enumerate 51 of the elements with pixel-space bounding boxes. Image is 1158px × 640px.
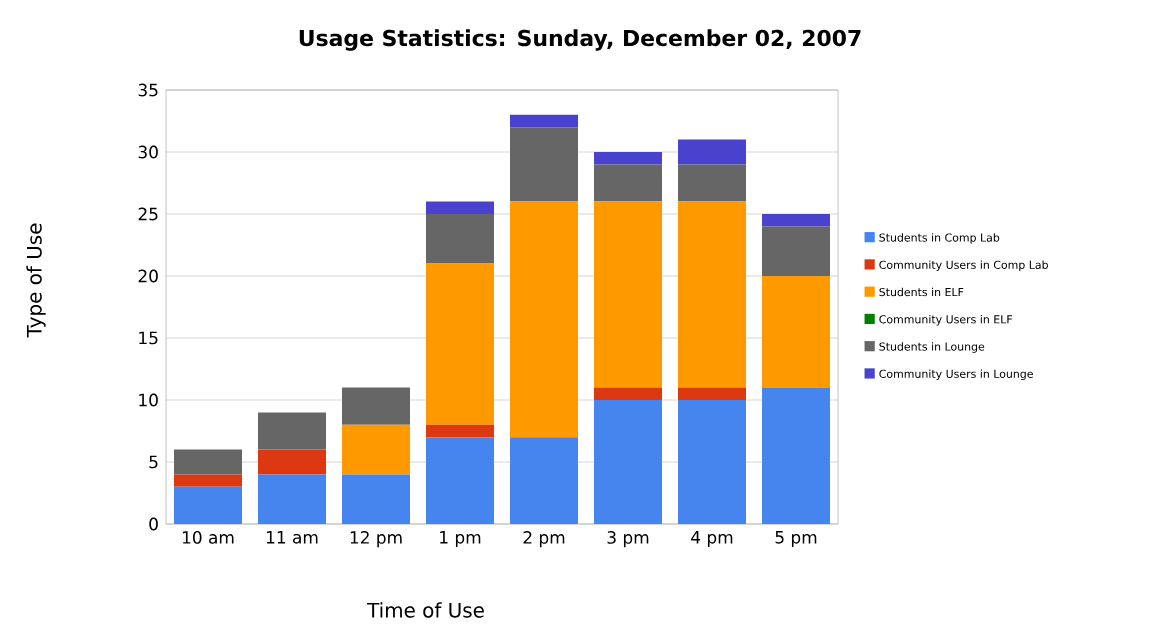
x-tick-label: 4 pm <box>691 531 733 547</box>
y-tick-label: 5 <box>149 455 158 469</box>
y-tick-label: 10 <box>139 393 158 407</box>
bar <box>342 424 410 475</box>
bar <box>426 214 494 264</box>
bar <box>426 424 494 438</box>
x-tick-label: 12 pm <box>350 531 402 548</box>
y-tick-label: 30 <box>138 145 158 159</box>
bar <box>426 201 494 214</box>
x-tick-label: 3 pm <box>607 531 649 548</box>
bar <box>174 474 242 487</box>
bar <box>678 164 746 202</box>
bar <box>174 449 242 475</box>
y-tick-label: 0 <box>149 517 158 531</box>
x-tick-label: 1 pm <box>440 531 481 547</box>
bar <box>762 276 830 388</box>
chart-title: Usage Statistics: Sunday, December 02, 2007 <box>299 29 861 51</box>
bar <box>762 226 830 276</box>
x-tick-label: 10 am <box>182 531 234 544</box>
bar <box>510 127 578 202</box>
bar <box>510 201 578 438</box>
x-axis-title: Time of Use <box>367 602 484 618</box>
y-tick-label: 25 <box>138 207 158 221</box>
y-tick-label: 15 <box>139 331 158 345</box>
bar <box>594 152 662 165</box>
bar <box>342 387 410 425</box>
bar <box>174 486 242 524</box>
bar <box>510 437 578 524</box>
bar <box>678 201 746 388</box>
bar <box>594 400 662 524</box>
x-tick-label: 2 pm <box>523 531 565 548</box>
bar <box>594 201 662 388</box>
bar <box>594 387 662 400</box>
bar <box>510 114 578 128</box>
bar <box>678 387 746 400</box>
y-axis-title: Type of Use <box>26 223 46 338</box>
bar <box>258 474 326 524</box>
bar <box>594 164 662 202</box>
y-tick-label: 35 <box>138 83 158 97</box>
x-tick-label: 5 pm <box>775 531 817 547</box>
bar <box>426 263 494 425</box>
bar <box>258 412 326 450</box>
bar <box>342 474 410 524</box>
bar <box>426 437 494 524</box>
bar <box>762 387 830 524</box>
bar <box>258 449 326 475</box>
bar <box>762 214 830 227</box>
x-tick-label: 11 am <box>266 531 318 544</box>
y-tick-label: 20 <box>138 269 158 283</box>
bar <box>678 400 746 524</box>
bar <box>678 139 746 165</box>
